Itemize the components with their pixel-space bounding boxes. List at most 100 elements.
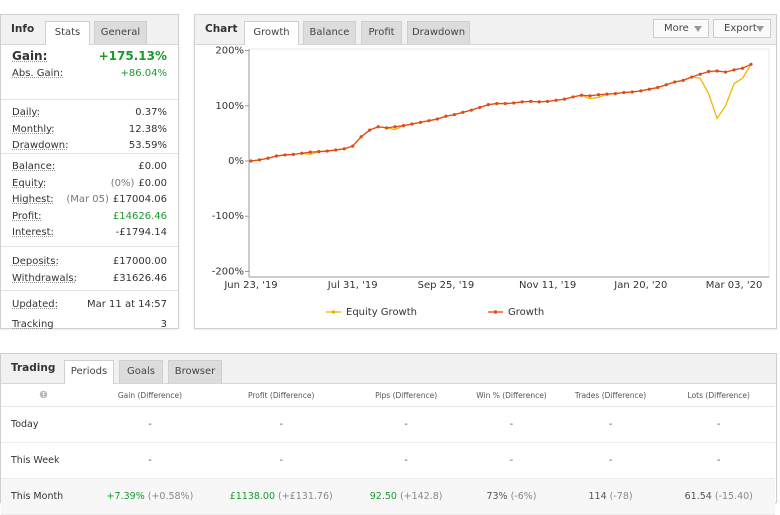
series-marker [707, 69, 711, 74]
stat-row: Tracking 3 [12, 317, 167, 333]
table-cell: - [214, 406, 348, 443]
stat-value: -£1794.14 [116, 225, 167, 241]
series-marker [740, 66, 745, 70]
stat-label: Abs. Gain: [12, 68, 64, 79]
series-marker [368, 128, 372, 132]
legend-label: Growth [508, 307, 544, 318]
tab[interactable]: Periods [64, 360, 114, 384]
header-row: Gain (Difference) Profit (Difference) Pips… [1, 384, 775, 407]
row-label: Today [1, 406, 86, 443]
stat-number: £0.00 [138, 177, 167, 189]
table-row: This Week - - - - - - [1, 442, 775, 479]
stat-group: Gain: +175.13% Abs. Gain: +86.04% [1, 45, 178, 100]
x-tick-label: Nov 11, '19 [519, 280, 576, 291]
tab[interactable]: Drawdown [407, 21, 470, 44]
y-tick-label: -200% [212, 266, 244, 277]
y-tick-label: 100% [215, 101, 244, 112]
series-marker [554, 98, 558, 102]
series-marker [613, 92, 618, 96]
series-marker [249, 159, 253, 163]
page: { "info_panel": { "title": "Info", "tabs… [0, 14, 777, 515]
table-cell: - [214, 442, 348, 479]
series-marker [512, 101, 516, 105]
column-header: Trades (Difference) [558, 384, 663, 407]
x-tick-label: Jan 20, '20 [613, 280, 667, 291]
chart-panel: Chart Growth Balance Profit Drawdown Mor… [194, 14, 777, 329]
periods-table: Gain (Difference) Profit (Difference) Pips… [1, 384, 775, 515]
tab[interactable]: Goals [119, 360, 163, 383]
series-line [250, 63, 752, 162]
cell-value: - [608, 419, 613, 430]
stat-number: Mar 11 at 14:57 [87, 299, 167, 310]
table-cell: - [85, 442, 215, 479]
stat-number: 53.59% [128, 140, 167, 151]
series-marker [664, 83, 668, 87]
stat-row: Abs. Gain: +86.04% [12, 66, 167, 82]
table-row: Today - - - - - - [1, 406, 775, 443]
legend-swatch-dot [331, 310, 336, 314]
export-button[interactable]: Export [713, 19, 771, 38]
stat-value: +86.04% [120, 66, 167, 82]
column-header: Profit (Difference) [214, 384, 348, 407]
series-marker [325, 149, 329, 153]
cell-value: - [279, 419, 283, 430]
table-row: This Month +7.39% (+0.58%) £1138.00 (+£131.7… [1, 478, 775, 515]
stat-group: Updated: Mar 11 at 14:57 Tracking 3 [1, 290, 178, 330]
table-cell: +7.39% (+0.58%) [85, 478, 215, 515]
stat-group: Daily: 0.37% Monthly: 12.38% Drawdown: 53.59% [1, 99, 178, 154]
series-marker [605, 92, 609, 96]
series-line [250, 63, 752, 162]
stat-row: Gain: +175.13% [12, 48, 167, 64]
stat-label: Profit: [12, 210, 42, 222]
series-marker [384, 126, 389, 130]
tab[interactable]: Profit [361, 21, 402, 44]
legend-swatch-dot [493, 310, 498, 314]
tab[interactable]: Browser [168, 360, 222, 383]
series-marker [495, 101, 499, 106]
stat-value: 12.38% [129, 122, 167, 138]
series-marker [435, 117, 440, 121]
tab[interactable]: Growth [244, 21, 299, 45]
stat-value: 3 [161, 317, 167, 333]
more-button[interactable]: More [653, 19, 709, 38]
stat-value: +175.13% [99, 48, 167, 64]
cell-value: 61.54 [684, 491, 712, 502]
stat-row: Highest: (Mar 05) £17004.06 [12, 192, 167, 208]
cell-difference: (-6%) [510, 491, 537, 502]
table-cell: - [464, 406, 559, 443]
stat-label: Balance: [12, 161, 56, 172]
stat-number: 12.38% [128, 123, 167, 135]
table-cell: - [662, 442, 775, 479]
stat-label: Tracking [12, 319, 54, 330]
series-marker [401, 124, 406, 128]
stat-value: (0%) £0.00 [111, 176, 167, 192]
cell-value: - [148, 419, 152, 430]
stat-value: (Mar 05) £17004.06 [66, 192, 167, 208]
cell-value: - [509, 455, 514, 466]
cell-value: 92.50 [369, 491, 397, 502]
cell-difference: (+0.58%) [147, 491, 194, 502]
tab[interactable]: Stats [45, 21, 90, 45]
row-label: This Week [1, 442, 86, 479]
tab[interactable]: Balance [303, 21, 356, 44]
stat-note: (Mar 05) [66, 194, 109, 206]
series-marker [588, 94, 592, 98]
cell-value: 73% [486, 491, 508, 502]
table-cell: - [662, 406, 775, 443]
cell-difference: (-15.40) [714, 491, 753, 502]
info-panel: Info Stats General Gain: +175.13% Abs. Gai… [0, 14, 179, 330]
stat-label: Monthly: [12, 123, 55, 135]
y-tick-label: 0% [228, 156, 244, 167]
trading-panel: Trading Periods Goals Browser Gain (Diff… [0, 353, 777, 515]
series-marker [630, 90, 634, 94]
series-marker [622, 90, 626, 95]
help-icon[interactable] [1, 384, 86, 407]
cell-value: - [717, 419, 721, 430]
table-cell: 114 (-78) [558, 478, 663, 515]
x-tick-label: Jul 31, '19 [327, 280, 378, 291]
stat-label: Deposits: [12, 256, 59, 267]
stat-row: Drawdown: 53.59% [12, 138, 167, 154]
tab[interactable]: General [94, 21, 147, 44]
stat-label: Updated: [12, 299, 58, 310]
stat-label: Daily: [12, 107, 40, 118]
